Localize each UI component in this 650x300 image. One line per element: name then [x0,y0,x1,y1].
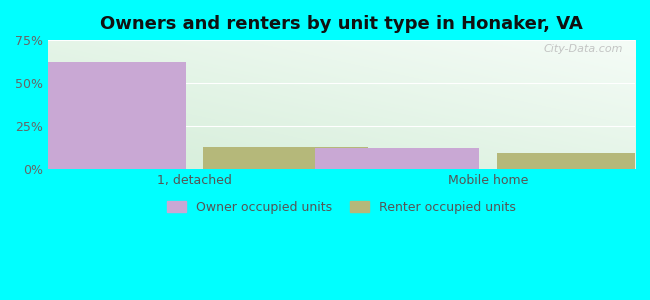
Bar [315,148,480,169]
Bar [497,153,650,169]
Bar [21,62,186,169]
Bar [203,146,368,169]
Legend: Owner occupied units, Renter occupied units: Owner occupied units, Renter occupied un… [167,201,516,214]
Text: City-Data.com: City-Data.com [544,44,623,54]
Title: Owners and renters by unit type in Honaker, VA: Owners and renters by unit type in Honak… [100,15,583,33]
